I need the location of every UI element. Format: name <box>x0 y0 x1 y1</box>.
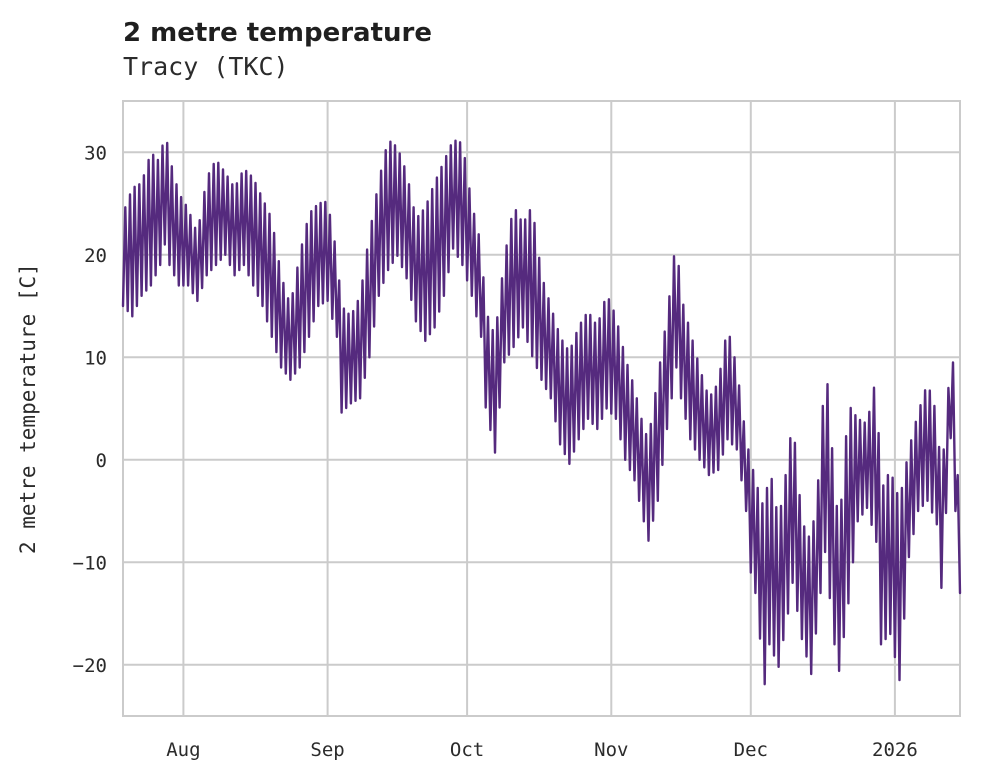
y-tick-label: −20 <box>73 655 107 677</box>
y-tick-label: 30 <box>84 142 107 164</box>
x-tick-label: Aug <box>166 739 200 761</box>
x-tick-label: Dec <box>734 739 768 761</box>
chart-title: 2 metre temperature <box>123 18 432 48</box>
x-tick-label: Sep <box>310 739 344 761</box>
y-axis-label: 2 metre temperature [C] <box>16 263 40 554</box>
x-tick-label: 2026 <box>872 739 918 761</box>
y-tick-label: −10 <box>73 552 107 574</box>
plot-border <box>122 100 961 717</box>
chart-subtitle: Tracy (TKC) <box>123 52 289 81</box>
y-tick-label: 10 <box>84 347 107 369</box>
temperature-series-line <box>121 139 962 686</box>
gridlines <box>123 101 960 716</box>
x-tick-label: Oct <box>450 739 484 761</box>
y-tick-label: 20 <box>84 245 107 267</box>
x-tick-label: Nov <box>594 739 628 761</box>
y-tick-label: 0 <box>96 450 107 472</box>
